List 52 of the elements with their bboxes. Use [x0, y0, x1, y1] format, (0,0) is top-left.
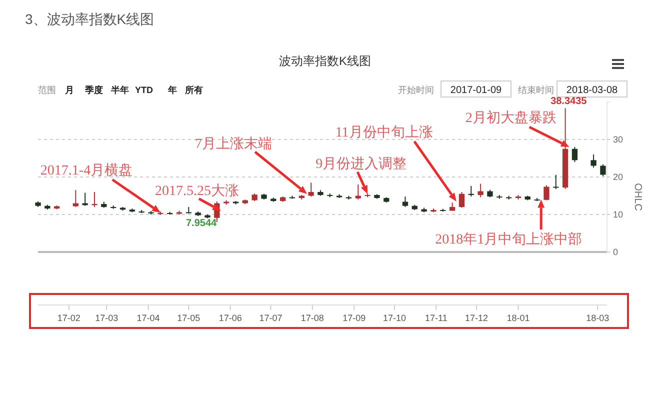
- x-tick-label: 17-03: [95, 313, 118, 323]
- x-tick-label: 17-02: [57, 313, 80, 323]
- annotation: 2017.5.25大涨: [154, 182, 239, 199]
- candlestick: [478, 183, 484, 198]
- candlestick: [355, 184, 361, 200]
- text: 年: [167, 85, 177, 95]
- chart-title: 3、波动率指数K线图: [25, 11, 154, 27]
- x-tick-label: 18-03: [586, 313, 610, 323]
- x-tick-label: 17-12: [465, 313, 488, 323]
- candlestick: [402, 196, 408, 208]
- y2-axis-title: OHLC: [632, 183, 643, 211]
- candlestick: [600, 164, 606, 177]
- candlestick: [553, 174, 559, 190]
- y2-tick-label: 0: [613, 246, 618, 257]
- annotation: 2018年1月中旬上涨中部: [435, 232, 582, 248]
- text: 2017-01-09: [450, 85, 502, 96]
- candlestick: [72, 190, 78, 208]
- candlestick: [92, 192, 98, 208]
- annotation: 7.9544: [186, 218, 218, 230]
- y2-tick-label: 20: [613, 172, 624, 182]
- y2-tick-label: 10: [613, 209, 624, 220]
- candlestick: [590, 154, 596, 168]
- text: 2018-03-08: [566, 85, 618, 96]
- x-tick-label: 17-09: [342, 313, 366, 323]
- x-tick-label: 17-10: [382, 313, 406, 323]
- annotation: 7月上涨末端: [195, 136, 272, 152]
- x-tick-label: 17-11: [424, 313, 448, 323]
- candlestick: [544, 184, 550, 201]
- annotation: 2月初大盘暴跌: [465, 110, 556, 126]
- candlestick: [458, 192, 465, 208]
- y2-tick-label: 30: [613, 134, 624, 144]
- annotation: 38.3435: [550, 96, 588, 108]
- text: 开始时间: [398, 85, 434, 95]
- annotation: 9月份进入调整: [316, 156, 407, 172]
- annotation: 11月份中旬上涨: [335, 124, 433, 140]
- text: 范围: [38, 85, 56, 95]
- candlestick: [308, 182, 314, 197]
- text: 结束时间: [518, 85, 554, 95]
- text: 所有: [184, 85, 203, 95]
- text: 半年: [110, 85, 129, 95]
- text: 季度: [84, 85, 103, 95]
- chart-subtitle: 波动率指数K线图: [278, 54, 372, 68]
- candlestick: [572, 146, 578, 162]
- x-tick-label: 17-07: [259, 313, 282, 323]
- x-tick-label: 18-01: [506, 313, 530, 323]
- x-tick-label: 17-06: [218, 313, 242, 323]
- x-tick-label: 17-05: [177, 313, 200, 323]
- text: 月: [64, 85, 74, 95]
- annotation: 2017.1-4月横盘: [40, 162, 133, 179]
- text: YTD: [135, 85, 154, 95]
- x-tick-label: 17-04: [136, 313, 160, 323]
- x-tick-label: 17-08: [300, 313, 324, 323]
